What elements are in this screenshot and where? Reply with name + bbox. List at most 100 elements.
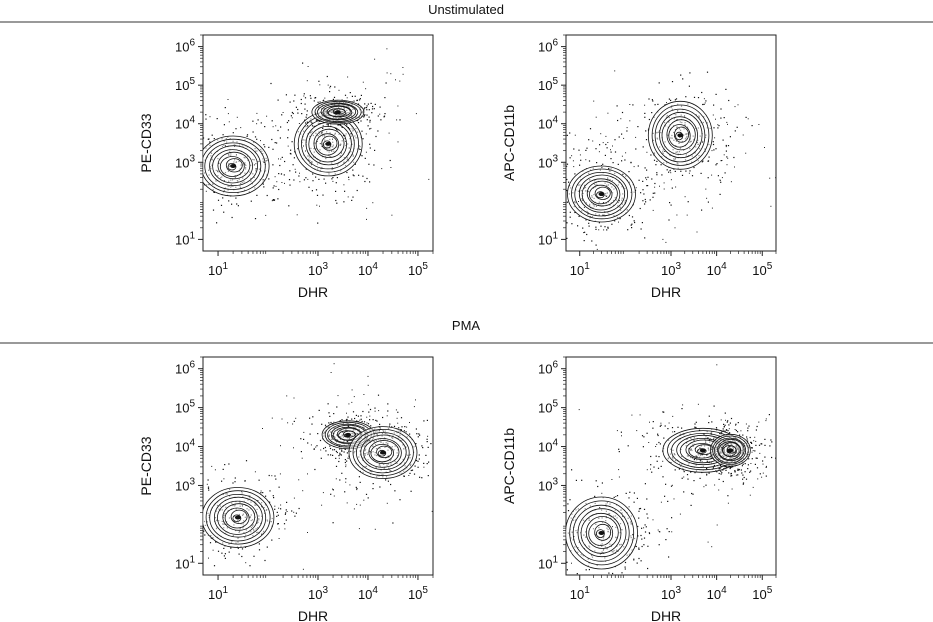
event-dot [752,486,754,488]
event-dot [620,431,622,433]
event-dot [294,94,296,96]
event-dot [790,495,791,496]
event-dot [426,419,428,421]
event-dot [771,441,773,443]
event-dot [333,421,335,423]
event-dot [195,146,196,147]
event-dot [655,164,657,166]
event-dot [607,142,609,143]
event-dot [458,433,459,434]
contour-line [674,126,690,143]
contour-line [224,507,250,529]
event-dot [747,468,749,470]
event-dot [670,172,672,174]
event-dot [319,439,322,442]
event-dot [311,423,313,425]
event-dot [664,495,666,497]
event-dot [757,478,759,480]
event-dot [629,120,631,122]
event-dot [332,98,334,100]
event-dot [284,182,285,184]
event-dot [759,452,761,454]
event-dot [324,432,326,434]
event-dot [594,186,596,188]
event-dot [374,103,376,105]
event-dot [299,181,301,183]
event-dot [321,146,323,147]
event-dot [321,423,323,425]
event-dot [654,104,656,106]
event-dot [392,435,394,437]
event-dot [332,180,334,182]
event-dot [564,534,565,535]
event-dot [657,467,660,469]
event-dot [161,187,162,188]
event-dot [359,148,360,150]
event-dot [602,214,604,216]
event-dot [300,451,302,453]
event-dot [341,126,343,128]
event-dot [645,177,647,179]
event-dot [636,497,638,499]
event-dot [338,457,340,459]
y-tick-label: 103 [175,153,195,170]
event-dot [729,136,731,138]
contour-line [376,445,393,459]
event-dot [205,114,207,116]
event-dot [662,411,664,413]
event-dot [743,476,745,479]
event-dot [582,227,584,229]
event-dot [319,205,320,207]
event-dot [648,442,650,443]
y-axis-label: PE-CD33 [138,113,154,172]
event-dot [346,97,348,99]
y-axis-label: PE-CD33 [138,436,154,495]
event-dot [368,116,370,118]
event-dot [630,523,632,525]
event-dot [333,96,336,98]
event-dot [375,135,377,138]
event-dot [563,568,564,569]
event-dot [727,495,729,497]
event-dot [190,531,191,532]
event-dot [581,540,583,541]
event-dot [186,172,187,173]
event-dot [216,118,218,120]
event-dot [762,463,764,465]
event-dot [384,97,386,99]
event-dot [276,515,278,517]
event-dot [402,67,404,68]
event-dot [396,417,398,419]
event-dot [696,141,698,143]
event-dot [591,240,593,242]
event-dot [304,97,307,99]
event-dot [684,115,686,117]
event-dot [616,495,619,497]
contour-line [659,111,703,159]
event-dot [303,179,305,181]
event-dot [714,137,716,139]
event-dot [751,447,753,449]
event-dot [289,101,291,103]
event-dot [301,140,302,142]
x-axis-label: DHR [298,284,328,300]
event-dot [177,194,178,195]
event-dot [223,180,225,182]
event-dot [345,481,347,483]
event-dot [569,216,571,218]
event-dot [280,158,282,160]
event-dot [727,502,729,504]
event-dot [293,511,295,513]
event-dot [599,579,600,580]
event-dot [562,560,563,561]
event-dot [673,498,675,500]
event-dot [680,74,682,76]
event-dot [638,179,640,181]
event-dot [727,123,728,125]
event-dot [236,116,238,118]
contour-line [227,162,237,171]
event-dot [341,449,343,451]
event-dot [644,483,646,485]
event-dot [595,116,597,118]
event-dot [711,150,713,152]
